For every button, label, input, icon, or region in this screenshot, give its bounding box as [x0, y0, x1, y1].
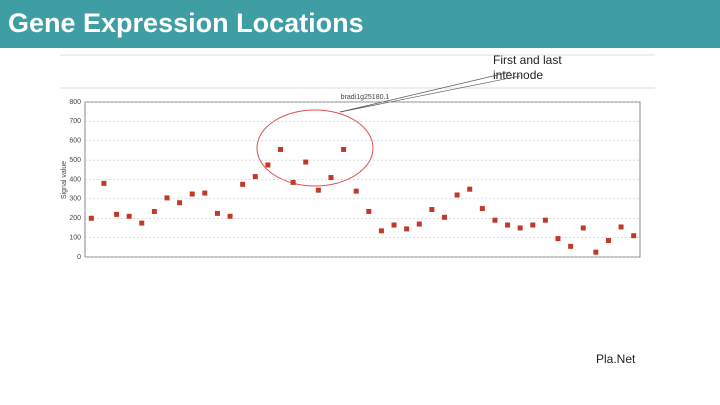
y-tick-label: 0 [77, 254, 81, 261]
y-tick-label: 300 [69, 196, 81, 203]
point [542, 217, 548, 223]
point [240, 181, 246, 187]
point [593, 249, 599, 255]
point [618, 224, 624, 230]
point [366, 208, 372, 214]
point [164, 195, 170, 201]
y-tick-label: 700 [69, 118, 81, 125]
point [353, 188, 359, 194]
point [126, 213, 132, 219]
point [441, 214, 447, 220]
arrow [339, 75, 521, 113]
point [177, 200, 183, 206]
title-bar: Gene Expression Locations [0, 0, 720, 48]
point [391, 222, 397, 228]
arrow [339, 71, 511, 113]
chart-title: bradi1g25180.1 [341, 94, 390, 101]
point [467, 186, 473, 192]
point [341, 146, 347, 152]
y-tick-label: 800 [69, 99, 81, 106]
y-tick-label: 600 [69, 138, 81, 145]
point [151, 208, 157, 214]
point [429, 207, 435, 213]
point [290, 179, 296, 185]
point [303, 159, 309, 165]
point [214, 210, 220, 216]
footer: Pla.Net [596, 352, 636, 366]
point [139, 220, 145, 226]
point [328, 175, 334, 181]
y-tick-label: 100 [69, 234, 81, 241]
y-axis-label: Signal value [61, 161, 68, 199]
y-tick-label: 400 [69, 176, 81, 183]
slide-title: Gene Expression Locations [8, 8, 364, 38]
point [378, 228, 384, 234]
point [265, 162, 271, 168]
point [505, 222, 511, 228]
point [404, 226, 410, 232]
point [555, 236, 561, 242]
y-tick-label: 500 [69, 157, 81, 164]
point [605, 238, 611, 244]
point [114, 211, 120, 217]
point [101, 180, 107, 186]
point [416, 221, 422, 227]
point [631, 233, 637, 239]
highlight-ellipse [256, 109, 374, 187]
point [227, 213, 233, 219]
point [315, 187, 321, 193]
point [189, 191, 195, 197]
point [454, 192, 460, 198]
point [252, 174, 258, 180]
point [568, 243, 574, 249]
point [517, 225, 523, 231]
point [479, 206, 485, 212]
y-tick-label: 200 [69, 215, 81, 222]
point [580, 225, 586, 231]
point [278, 146, 284, 152]
point [202, 190, 208, 196]
point [492, 217, 498, 223]
annotation: First and last internode [493, 53, 562, 82]
point [88, 215, 94, 221]
point [530, 222, 536, 228]
